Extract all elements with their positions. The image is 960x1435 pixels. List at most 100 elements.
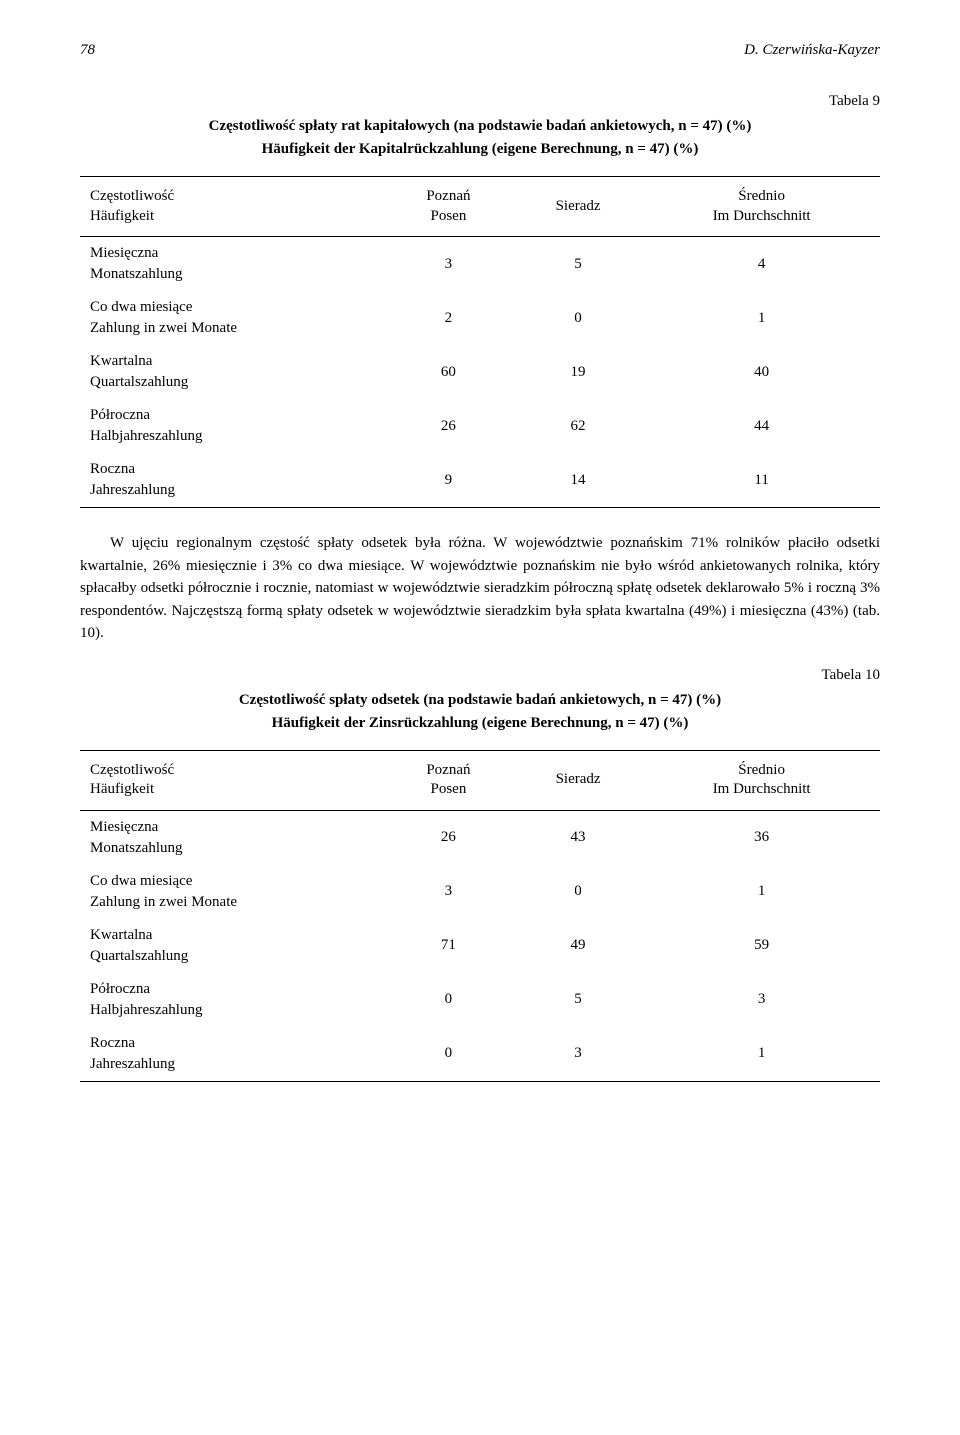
row-label-primary: Półroczna <box>90 405 374 426</box>
data-cell: 71 <box>384 919 513 973</box>
table-row: KwartalnaQuartalszahlung714959 <box>80 919 880 973</box>
table10-subtitle: Häufigkeit der Zinsrückzahlung (eigene B… <box>80 713 880 734</box>
table10-col4: Średnio Im Durchschnitt <box>643 750 880 810</box>
table-row: MiesięcznaMonatszahlung354 <box>80 237 880 292</box>
col-header-primary: Sieradz <box>556 198 601 214</box>
table9: Częstotliwość Häufigkeit Poznań Posen Si… <box>80 176 880 508</box>
table9-col1: Częstotliwość Häufigkeit <box>80 177 384 237</box>
table9-col3: Sieradz <box>513 177 643 237</box>
table-row: Co dwa miesiąceZahlung in zwei Monate301 <box>80 865 880 919</box>
table-row: KwartalnaQuartalszahlung601940 <box>80 345 880 399</box>
data-cell: 11 <box>643 453 880 508</box>
row-label-secondary: Zahlung in zwei Monate <box>90 892 374 913</box>
table10-col2: Poznań Posen <box>384 750 513 810</box>
row-label-secondary: Monatszahlung <box>90 838 374 859</box>
table9-col2: Poznań Posen <box>384 177 513 237</box>
row-label-cell: RocznaJahreszahlung <box>80 1027 384 1082</box>
table9-header-row: Częstotliwość Häufigkeit Poznań Posen Si… <box>80 177 880 237</box>
row-label-secondary: Monatszahlung <box>90 264 374 285</box>
data-cell: 60 <box>384 345 513 399</box>
data-cell: 19 <box>513 345 643 399</box>
table10-header-row: Częstotliwość Häufigkeit Poznań Posen Si… <box>80 750 880 810</box>
row-label-primary: Co dwa miesiące <box>90 297 374 318</box>
col-header-secondary: Im Durchschnitt <box>653 207 870 227</box>
col-header-secondary: Häufigkeit <box>90 207 374 227</box>
row-label-secondary: Jahreszahlung <box>90 480 374 501</box>
table10-title: Częstotliwość spłaty odsetek (na podstaw… <box>80 690 880 711</box>
data-cell: 3 <box>384 865 513 919</box>
row-label-cell: RocznaJahreszahlung <box>80 453 384 508</box>
row-label-primary: Miesięczna <box>90 817 374 838</box>
table10: Częstotliwość Häufigkeit Poznań Posen Si… <box>80 750 880 1082</box>
table-row: Co dwa miesiąceZahlung in zwei Monate201 <box>80 291 880 345</box>
col-header-secondary: Posen <box>394 780 503 800</box>
row-label-cell: KwartalnaQuartalszahlung <box>80 345 384 399</box>
data-cell: 5 <box>513 237 643 292</box>
data-cell: 3 <box>384 237 513 292</box>
col-header-primary: Częstotliwość <box>90 761 374 781</box>
data-cell: 43 <box>513 810 643 865</box>
table10-col3: Sieradz <box>513 750 643 810</box>
data-cell: 26 <box>384 399 513 453</box>
row-label-secondary: Halbjahreszahlung <box>90 426 374 447</box>
col-header-primary: Poznań <box>394 761 503 781</box>
table9-col4: Średnio Im Durchschnitt <box>643 177 880 237</box>
body-paragraph: W ujęciu regionalnym częstość spłaty ods… <box>80 532 880 645</box>
col-header-secondary: Im Durchschnitt <box>653 780 870 800</box>
data-cell: 44 <box>643 399 880 453</box>
row-label-cell: Co dwa miesiąceZahlung in zwei Monate <box>80 865 384 919</box>
table10-label: Tabela 10 <box>80 665 880 686</box>
data-cell: 49 <box>513 919 643 973</box>
data-cell: 1 <box>643 291 880 345</box>
col-header-primary: Średnio <box>653 187 870 207</box>
row-label-primary: Kwartalna <box>90 925 374 946</box>
row-label-primary: Co dwa miesiące <box>90 871 374 892</box>
page-number: 78 <box>80 40 95 61</box>
row-label-cell: PółrocznaHalbjahreszahlung <box>80 973 384 1027</box>
data-cell: 26 <box>384 810 513 865</box>
data-cell: 9 <box>384 453 513 508</box>
page-author: D. Czerwińska-Kayzer <box>744 40 880 61</box>
table-row: PółrocznaHalbjahreszahlung053 <box>80 973 880 1027</box>
data-cell: 1 <box>643 865 880 919</box>
col-header-primary: Średnio <box>653 761 870 781</box>
row-label-primary: Roczna <box>90 1033 374 1054</box>
data-cell: 0 <box>384 1027 513 1082</box>
data-cell: 0 <box>384 973 513 1027</box>
data-cell: 5 <box>513 973 643 1027</box>
data-cell: 3 <box>643 973 880 1027</box>
row-label-secondary: Jahreszahlung <box>90 1054 374 1075</box>
row-label-secondary: Quartalszahlung <box>90 372 374 393</box>
row-label-primary: Roczna <box>90 459 374 480</box>
row-label-cell: MiesięcznaMonatszahlung <box>80 810 384 865</box>
table-row: MiesięcznaMonatszahlung264336 <box>80 810 880 865</box>
col-header-primary: Częstotliwość <box>90 187 374 207</box>
data-cell: 0 <box>513 291 643 345</box>
data-cell: 2 <box>384 291 513 345</box>
row-label-cell: PółrocznaHalbjahreszahlung <box>80 399 384 453</box>
row-label-primary: Półroczna <box>90 979 374 1000</box>
row-label-cell: Co dwa miesiąceZahlung in zwei Monate <box>80 291 384 345</box>
row-label-cell: MiesięcznaMonatszahlung <box>80 237 384 292</box>
table-row: RocznaJahreszahlung91411 <box>80 453 880 508</box>
data-cell: 36 <box>643 810 880 865</box>
data-cell: 0 <box>513 865 643 919</box>
row-label-secondary: Halbjahreszahlung <box>90 1000 374 1021</box>
table9-label: Tabela 9 <box>80 91 880 112</box>
data-cell: 14 <box>513 453 643 508</box>
table-row: PółrocznaHalbjahreszahlung266244 <box>80 399 880 453</box>
page-header: 78 D. Czerwińska-Kayzer <box>80 40 880 61</box>
row-label-secondary: Quartalszahlung <box>90 946 374 967</box>
table-row: RocznaJahreszahlung031 <box>80 1027 880 1082</box>
row-label-primary: Kwartalna <box>90 351 374 372</box>
row-label-primary: Miesięczna <box>90 243 374 264</box>
table9-subtitle: Häufigkeit der Kapitalrückzahlung (eigen… <box>80 139 880 160</box>
col-header-secondary: Häufigkeit <box>90 780 374 800</box>
data-cell: 40 <box>643 345 880 399</box>
data-cell: 1 <box>643 1027 880 1082</box>
table10-col1: Częstotliwość Häufigkeit <box>80 750 384 810</box>
row-label-cell: KwartalnaQuartalszahlung <box>80 919 384 973</box>
data-cell: 59 <box>643 919 880 973</box>
data-cell: 3 <box>513 1027 643 1082</box>
row-label-secondary: Zahlung in zwei Monate <box>90 318 374 339</box>
